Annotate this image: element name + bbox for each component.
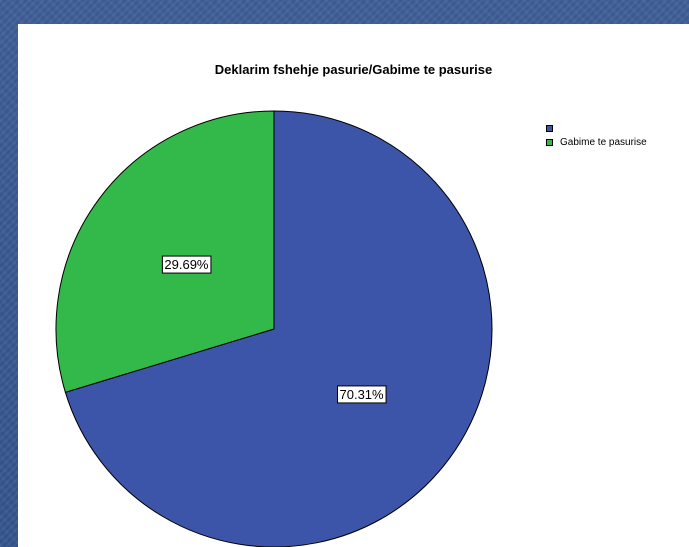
chart-legend: Gabime te pasurise (546, 121, 647, 149)
legend-label: Gabime te pasurise (560, 136, 647, 148)
slice-data-label-1: 29.69% (161, 255, 212, 274)
svg-text:70.31%: 70.31% (340, 387, 385, 402)
legend-item-0 (546, 121, 647, 135)
pie-chart: 70.31% 29.69% (55, 110, 493, 547)
legend-swatch (546, 138, 553, 146)
chart-panel: Deklarim fshehje pasurie/Gabime te pasur… (18, 24, 689, 547)
svg-text:29.69%: 29.69% (164, 257, 209, 272)
pie-slice-0 (64, 110, 493, 547)
pie-slice-1 (55, 110, 275, 393)
legend-swatch (546, 124, 553, 132)
slice-data-label-0: 70.31% (337, 385, 387, 404)
chart-title: Deklarim fshehje pasurie/Gabime te pasur… (214, 62, 493, 77)
legend-item-1: Gabime te pasurise (546, 135, 647, 149)
